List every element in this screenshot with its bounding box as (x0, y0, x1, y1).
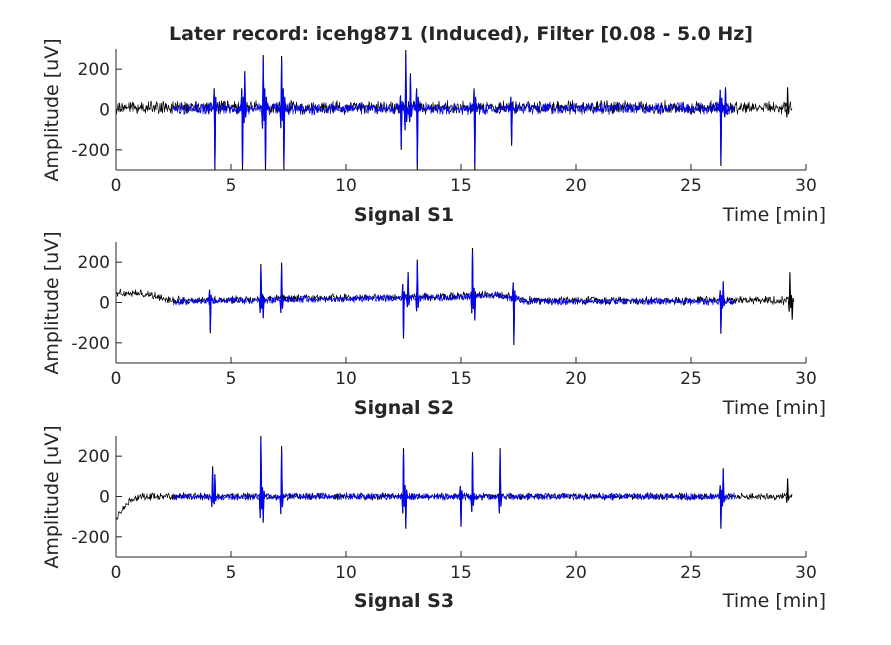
spike-s1-1-1 (240, 89, 245, 166)
spike-s1-1-12 (509, 97, 514, 143)
x-tick-label-s2-30: 30 (795, 369, 817, 389)
spike-s3-1-1 (212, 476, 218, 504)
spike-s1-1-14 (723, 89, 728, 117)
spike-s2-0-12 (787, 272, 793, 312)
x-tick-label-s3-30: 30 (795, 563, 817, 583)
spike-s1-1-11 (472, 89, 477, 166)
spike-s1-1-6 (281, 89, 287, 166)
spike-s1-1-2 (242, 74, 247, 122)
spike-s3-0-12 (785, 478, 790, 503)
y-tick-label-s1--200: -200 (71, 141, 110, 161)
x-tick-label-s3-25: 25 (680, 563, 702, 583)
series-s2-blue-trace (173, 291, 735, 306)
x-tick-label-s2-15: 15 (450, 369, 472, 389)
x-tick-label-s1-25: 25 (680, 176, 702, 196)
x-tick-label-s2-5: 5 (226, 369, 237, 389)
spike-s1-1-8 (403, 54, 408, 129)
spike-s2-1-10 (718, 291, 724, 332)
x-tick-label-s3-5: 5 (226, 563, 237, 583)
spike-s1-0-15 (785, 87, 790, 118)
series-s1-blue-trace (173, 101, 735, 116)
y-axis-label-s2: Amplitude [uV] (41, 231, 63, 374)
y-tick-label-s1-0: 0 (99, 101, 110, 121)
spike-s3-1-7 (458, 486, 464, 525)
spike-s2-1-9 (511, 283, 517, 342)
x-tick-label-s1-20: 20 (565, 176, 587, 196)
spike-s1-1-4 (263, 89, 268, 166)
x-tick-label-s1-30: 30 (795, 176, 817, 196)
y-tick-label-s3--200: -200 (71, 528, 110, 548)
x-tick-label-s1-10: 10 (335, 176, 357, 196)
x-tick-label-s2-10: 10 (335, 369, 357, 389)
x-tick-label-s1-15: 15 (450, 176, 472, 196)
spike-s3-1-9 (498, 451, 503, 513)
spike-s2-1-4 (401, 285, 406, 336)
x-tick-label-s3-10: 10 (335, 563, 357, 583)
spike-s3-1-2 (258, 439, 264, 517)
spike-s3-1-4 (279, 450, 284, 513)
spike-s2-1-2 (261, 294, 266, 317)
x-axis-label-s3: Time [min] (722, 590, 826, 612)
y-tick-label-s2-200: 200 (78, 253, 110, 273)
spike-s2-0-13 (790, 295, 795, 320)
x-tick-label-s2-25: 25 (680, 369, 702, 389)
subplot-label-s1: Signal S1 (354, 204, 454, 226)
spike-s1-1-3 (261, 59, 266, 128)
series-s3-blue-trace (173, 492, 735, 501)
spike-s2-1-8 (472, 288, 477, 319)
subplot-label-s2: Signal S2 (354, 397, 454, 419)
spike-s3-1-8 (470, 455, 475, 511)
y-tick-label-s2-0: 0 (99, 294, 110, 314)
spike-s2-1-11 (721, 282, 726, 309)
spike-s1-1-0 (212, 89, 218, 166)
y-axis-label-s3: Amplitude [uV] (41, 425, 63, 568)
x-tick-label-s3-15: 15 (450, 563, 472, 583)
spike-s3-1-6 (403, 486, 408, 527)
traces-s2 (116, 248, 795, 346)
y-axis-label-s1: Amplitude [uV] (41, 38, 63, 181)
traces-s1 (116, 50, 793, 170)
spike-s1-1-10 (415, 89, 420, 166)
spike-s2-1-0 (208, 290, 213, 331)
chart-title: Later record: icehg871 (Induced), Filter… (169, 23, 753, 45)
spike-s3-1-11 (721, 470, 726, 506)
spike-s2-1-1 (258, 266, 264, 312)
spike-s2-1-3 (279, 265, 284, 312)
x-tick-label-s3-20: 20 (565, 563, 587, 583)
spike-s2-1-7 (470, 251, 475, 313)
spike-s1-1-9 (408, 76, 413, 122)
spike-s3-1-3 (261, 488, 266, 521)
x-tick-label-s2-0: 0 (111, 369, 122, 389)
subplot-label-s3: Signal S3 (354, 590, 454, 612)
spike-s3-1-10 (718, 486, 724, 527)
x-tick-label-s1-5: 5 (226, 176, 237, 196)
spike-s2-1-5 (406, 273, 411, 307)
x-tick-label-s2-20: 20 (565, 369, 587, 389)
x-tick-label-s1-0: 0 (111, 176, 122, 196)
spike-s3-1-5 (401, 451, 406, 513)
x-axis-label-s1: Time [min] (722, 204, 826, 226)
spike-s1-1-13 (718, 91, 724, 162)
traces-s3 (116, 436, 793, 529)
y-tick-label-s2--200: -200 (71, 334, 110, 354)
x-axis-label-s2: Time [min] (722, 397, 826, 419)
y-tick-label-s1-200: 200 (78, 60, 110, 80)
spike-s2-1-6 (415, 262, 420, 311)
y-tick-label-s3-200: 200 (78, 447, 110, 467)
y-tick-label-s3-0: 0 (99, 488, 110, 508)
spike-s1-1-7 (399, 96, 404, 147)
x-tick-label-s3-0: 0 (111, 563, 122, 583)
spike-s1-1-5 (279, 60, 284, 127)
